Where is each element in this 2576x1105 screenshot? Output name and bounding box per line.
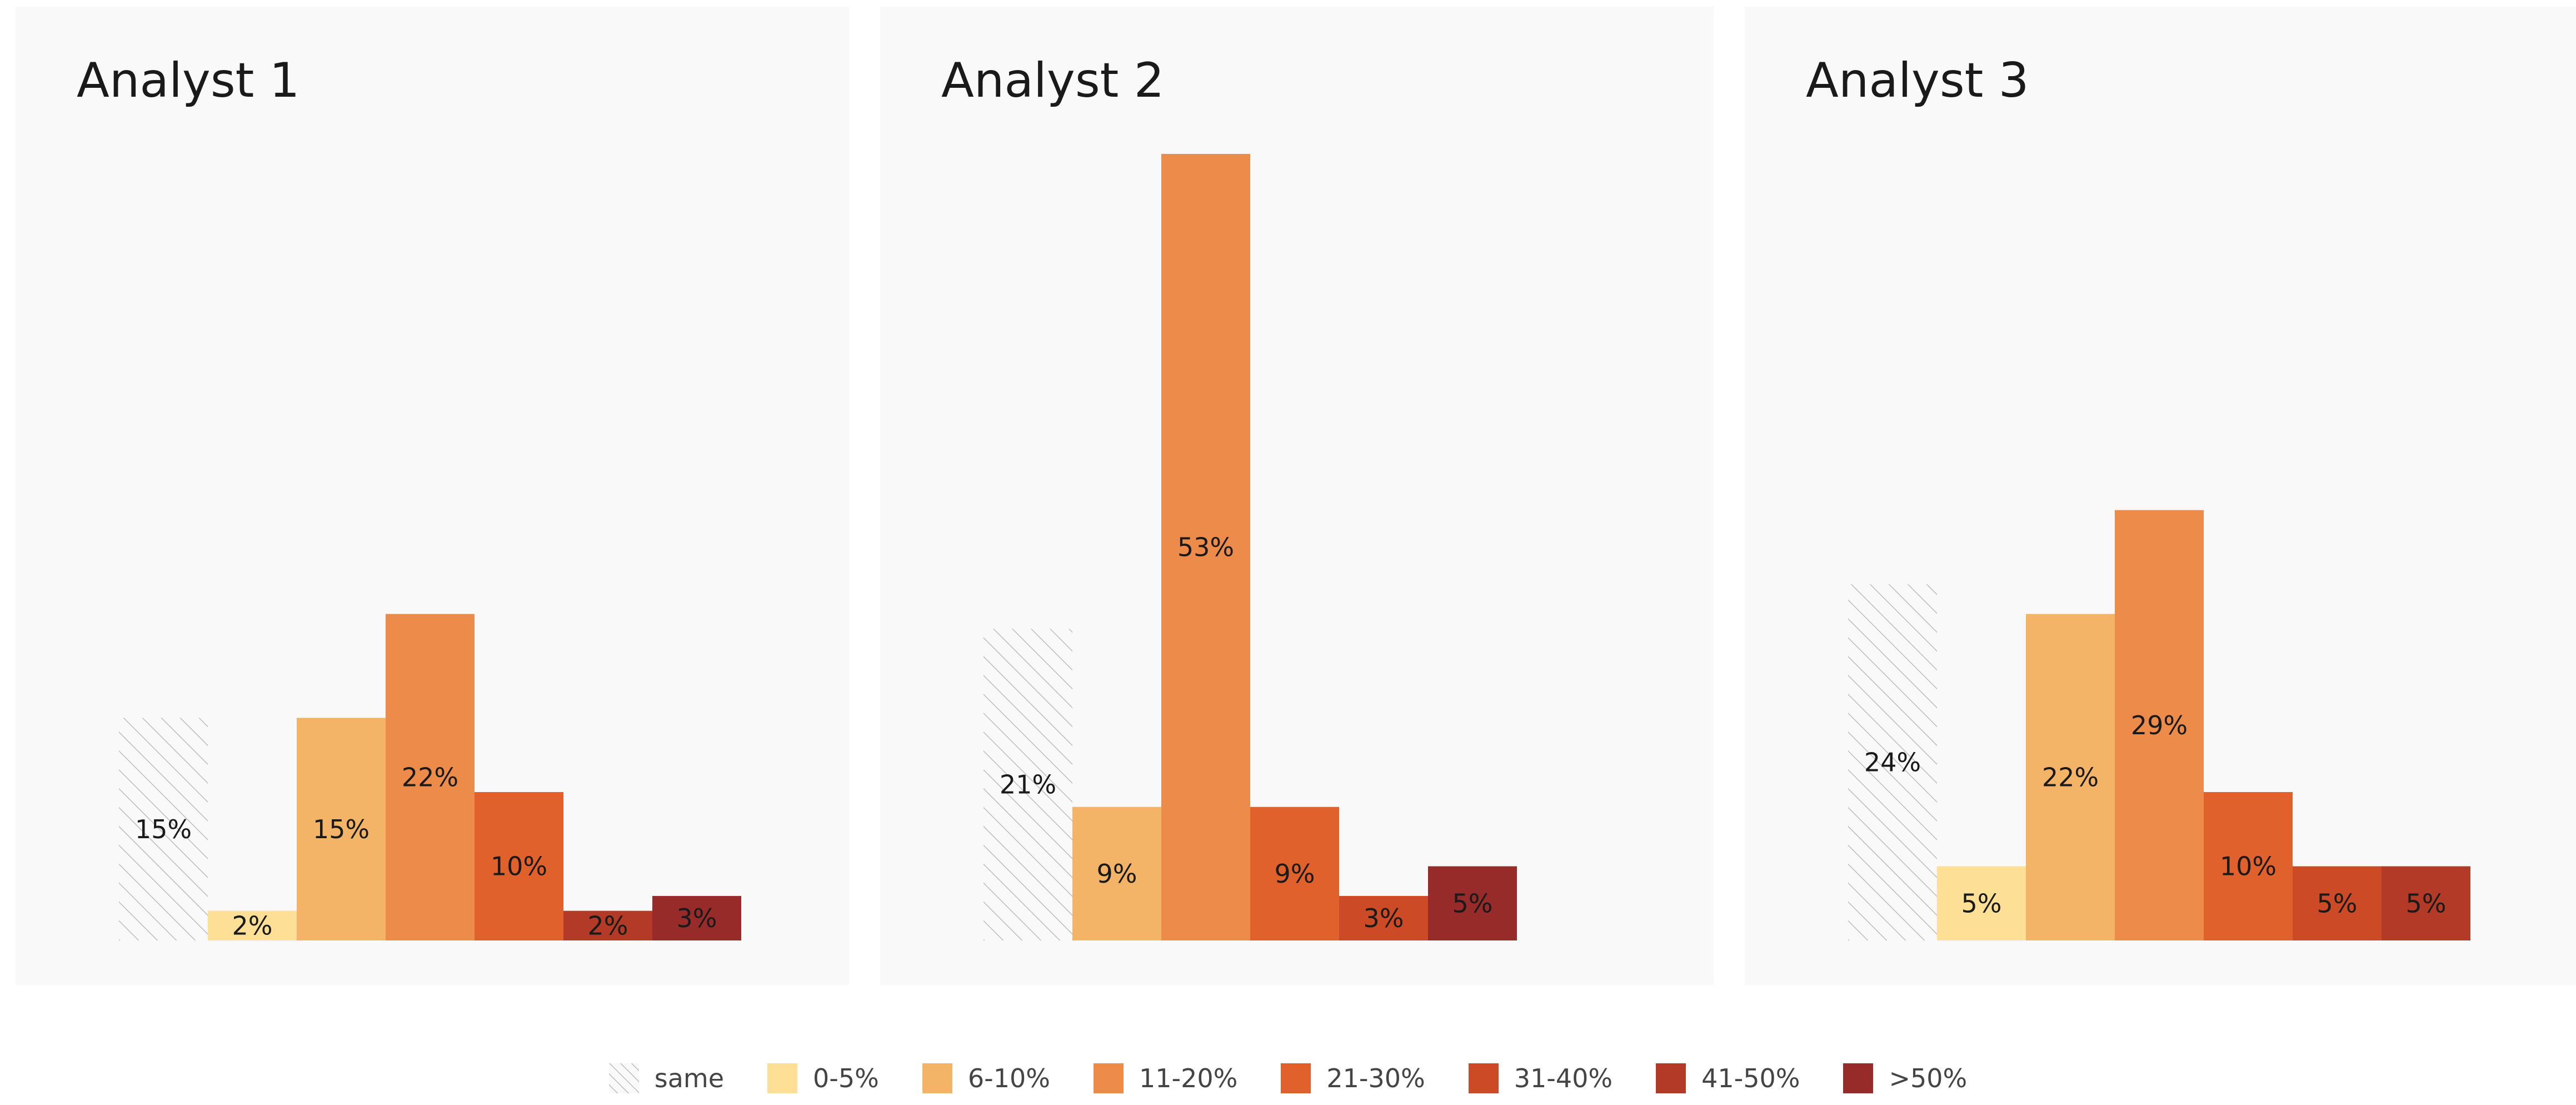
analyst-1-bar-6-10 [297,718,386,940]
analyst-3-panel: Analyst 3 24% 5% 22% 29% 10% 5% 5% [1745,7,2576,985]
analyst-1-bar-0-5 [208,910,297,940]
analyst-1-value-label-41-50: 2% [588,910,628,940]
analyst-2-title: Analyst 2 [941,53,1165,108]
analyst-1-bar-over-50 [652,895,741,940]
analyst-3-value-label-41-50: 5% [2406,888,2447,918]
legend-item-31-40: 31-40% [1468,1063,1613,1093]
analyst-2-value-label-31-40: 3% [1364,903,1404,933]
analyst-3-bar-21-30 [2204,792,2293,940]
analyst-2-bar-same [984,629,1072,940]
legend-label-31-40: 31-40% [1514,1063,1613,1093]
analyst-1-bar-same [119,718,208,940]
analyst-2-value-label-same: 21% [1000,770,1056,800]
analyst-1-value-label-over-50: 3% [677,903,717,933]
legend-label-11-20: 11-20% [1139,1063,1238,1093]
analyst-1-bar-41-50 [563,910,652,940]
analyst-1-bar-plot: 15% 2% 15% 22% 10% 2% 3% [119,614,741,940]
legend-swatch-21-30 [1281,1063,1311,1093]
legend-label-same: same [654,1063,724,1093]
legend-swatch-31-40 [1468,1063,1499,1093]
analyst-3-value-label-0-5: 5% [1961,888,2002,918]
analyst-1-value-label-same: 15% [135,814,192,844]
legend-swatch-6-10 [922,1063,952,1093]
legend-item-same: same [608,1063,724,1093]
legend-label-0-5: 0-5% [813,1063,879,1093]
analyst-3-bar-0-5 [1937,866,2026,940]
analyst-3-value-label-same: 24% [1864,748,1921,778]
legend-label-6-10: 6-10% [967,1063,1050,1093]
analyst-3-bar-6-10 [2026,614,2115,940]
legend-label-over-50: >50% [1889,1063,1968,1093]
legend-label-41-50: 41-50% [1701,1063,1800,1093]
legend: same 0-5% 6-10% 11-20% 21-30% 31-40% 41-50% >50… [0,1056,2576,1101]
legend-item-6-10: 6-10% [922,1063,1050,1093]
analyst-2-bar-plot: 21% 9% 53% 9% 3% 5% [984,153,1517,940]
analyst-1-bar-11-20 [386,614,475,940]
analyst-3-value-label-21-30: 10% [2220,852,2277,882]
legend-item-41-50: 41-50% [1656,1063,1800,1093]
analyst-2-value-label-21-30: 9% [1275,859,1315,889]
analyst-2-bar-31-40 [1339,895,1428,940]
analyst-2-bar-6-10 [1072,807,1161,940]
legend-label-21-30: 21-30% [1326,1063,1425,1093]
analyst-2-panel: Analyst 2 21% 9% 53% 9% 3% 5% [880,7,1714,985]
analyst-3-value-label-31-40: 5% [2317,888,2358,918]
analyst-1-title: Analyst 1 [77,53,300,108]
legend-swatch-11-20 [1093,1063,1124,1093]
analyst-2-bar-over-50 [1428,866,1517,940]
legend-item-over-50: >50% [1843,1063,1967,1093]
legend-item-21-30: 21-30% [1281,1063,1425,1093]
analyst-2-value-label-6-10: 9% [1097,859,1137,889]
legend-swatch-same [608,1063,639,1093]
analyst-3-title: Analyst 3 [1806,53,2029,108]
analyst-2-bar-11-20 [1161,153,1250,940]
legend-item-0-5: 0-5% [767,1063,879,1093]
legend-swatch-over-50 [1843,1063,1874,1093]
legend-item-11-20: 11-20% [1093,1063,1238,1093]
analyst-1-value-label-11-20: 22% [402,762,458,792]
analyst-3-value-label-11-20: 29% [2131,710,2188,740]
analyst-2-value-label-over-50: 5% [1452,888,1493,918]
legend-swatch-0-5 [767,1063,797,1093]
analyst-3-bar-31-40 [2293,866,2382,940]
analyst-3-bar-41-50 [2382,866,2470,940]
analyst-2-bar-21-30 [1250,807,1339,940]
analyst-1-bar-21-30 [475,792,563,940]
analyst-3-bar-plot: 24% 5% 22% 29% 10% 5% 5% [1848,510,2470,940]
analyst-1-panel: Analyst 1 15% 2% 15% 22% 10% 2% 3% [16,7,849,985]
analyst-3-bar-11-20 [2115,510,2204,940]
analyst-1-value-label-21-30: 10% [491,852,547,882]
analyst-1-value-label-0-5: 2% [232,910,273,940]
analyst-1-value-label-6-10: 15% [313,814,370,844]
legend-swatch-41-50 [1656,1063,1686,1093]
analyst-2-value-label-11-20: 53% [1177,532,1234,562]
analyst-3-bar-same [1848,584,1937,940]
analyst-3-value-label-6-10: 22% [2042,762,2099,792]
